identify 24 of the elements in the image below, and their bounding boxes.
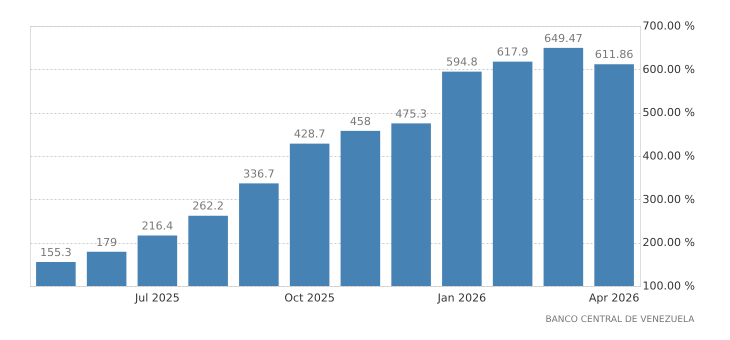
data-label: 262.2 xyxy=(192,200,224,213)
x-tick-label: Apr 2026 xyxy=(588,292,640,304)
y-tick-label: 100.00 % xyxy=(642,280,695,292)
data-label: 475.3 xyxy=(395,107,427,120)
x-tick-label: Jan 2026 xyxy=(436,292,486,304)
y-tick-label: 500.00 % xyxy=(642,106,695,120)
x-tick-label: Jul 2025 xyxy=(134,292,180,304)
x-tick-label: Oct 2025 xyxy=(284,292,335,304)
y-tick-label: 200.00 % xyxy=(642,236,695,250)
y-tick-label: 600.00 % xyxy=(642,62,695,76)
data-label: 216.4 xyxy=(142,220,174,233)
data-label: 336.7 xyxy=(243,167,275,180)
data-label: 649.47 xyxy=(544,32,583,45)
text: BANCO CENTRAL DE VENEZUELA xyxy=(545,315,696,325)
data-label: 458 xyxy=(350,114,371,128)
data-label: 594.8 xyxy=(446,56,478,69)
data-label: 611.86 xyxy=(594,48,634,62)
y-tick-label: 300.00 % xyxy=(642,192,695,206)
data-label: 617.9 xyxy=(496,46,528,59)
y-tick-label: 700.00 % xyxy=(642,20,695,32)
data-label: 179 xyxy=(96,236,118,249)
data-label: 155.3 xyxy=(40,246,72,260)
y-tick-label: 400.00 % xyxy=(642,150,695,162)
data-label: 428.7 xyxy=(294,128,326,141)
